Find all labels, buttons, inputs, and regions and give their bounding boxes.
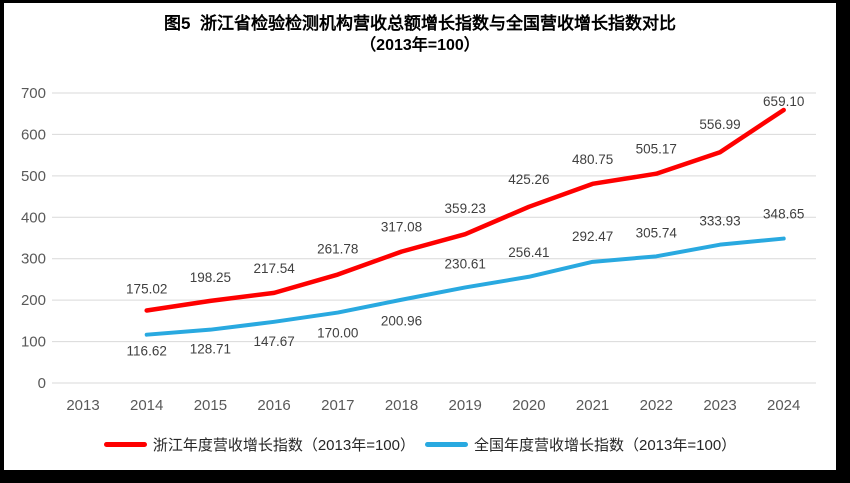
data-label: 147.67	[253, 334, 294, 349]
x-axis-tick-label: 2021	[576, 397, 609, 414]
data-label: 261.78	[317, 242, 358, 257]
data-label: 116.62	[127, 344, 167, 359]
x-axis-tick-label: 2013	[66, 397, 99, 414]
x-axis-tick-label: 2024	[767, 397, 800, 414]
zhejiang-series-line-icon	[103, 442, 147, 447]
x-axis-tick-label: 2022	[640, 397, 673, 414]
legend-label-zhejiang: 浙江年度营收增长指数（2013年=100）	[152, 437, 415, 454]
series-line	[144, 236, 786, 337]
y-axis-tick-label: 0	[38, 375, 46, 392]
y-axis-tick-label: 100	[21, 334, 46, 351]
series-line	[144, 107, 786, 313]
data-label: 170.00	[317, 326, 358, 341]
x-axis-tick-label: 2015	[194, 397, 227, 414]
line-chart-plot: 0 100 200 300 400 500 600 700 2013 2014 2015 2016 20…	[21, 85, 816, 414]
data-label: 128.71	[190, 342, 231, 357]
data-label: 292.47	[572, 229, 613, 244]
data-label: 256.41	[508, 245, 549, 260]
x-axis-tick-label: 2014	[130, 397, 163, 414]
x-axis-tick-label: 2017	[321, 397, 354, 414]
x-axis-tick-label: 2016	[257, 397, 290, 414]
x-axis-tick-label: 2020	[512, 397, 545, 414]
y-axis-tick-label: 400	[21, 209, 46, 226]
legend-label-national: 全国年度营收增长指数（2013年=100）	[474, 437, 737, 454]
data-label: 359.23	[445, 201, 486, 216]
x-axis-tick-label: 2023	[703, 397, 736, 414]
data-label: 217.54	[253, 261, 295, 276]
x-axis-tick-label: 2019	[449, 397, 482, 414]
data-label: 175.02	[126, 281, 167, 296]
data-label: 659.10	[763, 94, 804, 109]
data-label: 230.61	[445, 256, 486, 271]
data-label: 505.17	[636, 142, 677, 157]
y-axis-tick-label: 300	[21, 251, 46, 268]
data-label: 198.25	[190, 270, 231, 285]
data-label: 333.93	[699, 214, 740, 229]
data-label: 305.74	[636, 225, 678, 240]
data-label: 425.26	[508, 172, 549, 187]
x-axis-tick-label: 2018	[385, 397, 418, 414]
y-axis-tick-label: 700	[21, 85, 46, 102]
chart-title: 图5 浙江省检验检测机构营收总额增长指数与全国营收增长指数对比	[164, 14, 676, 33]
data-label: 200.96	[381, 314, 422, 329]
chart-legend: 浙江年度营收增长指数（2013年=100） 全国年度营收增长指数（2013年=1…	[4, 434, 836, 455]
y-axis-tick-label: 200	[21, 292, 46, 309]
national-series-line-icon	[425, 442, 468, 447]
chart-subtitle: （2013年=100）	[360, 37, 480, 54]
chart-title-block: 图5 浙江省检验检测机构营收总额增长指数与全国营收增长指数对比 （2013年=1…	[4, 12, 836, 57]
data-label: 556.99	[699, 117, 740, 132]
data-label: 317.08	[381, 220, 422, 235]
data-label: 348.65	[763, 207, 804, 222]
y-axis-tick-label: 500	[21, 168, 46, 185]
data-label: 480.75	[572, 152, 613, 167]
legend-item-zhejiang: 浙江年度营收增长指数（2013年=100）	[103, 434, 415, 455]
y-axis-tick-label: 600	[21, 126, 46, 143]
legend-item-national: 全国年度营收增长指数（2013年=100）	[425, 434, 736, 455]
